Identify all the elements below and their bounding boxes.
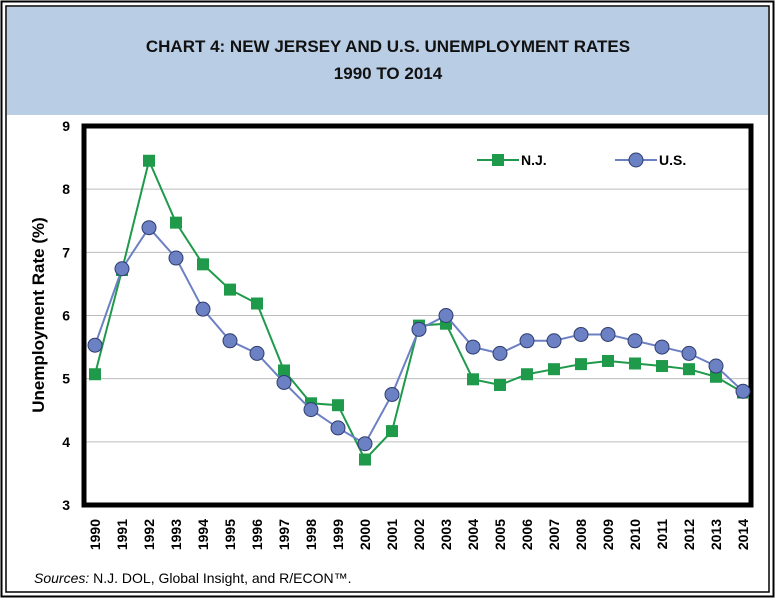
point: [303, 402, 319, 418]
x-tick-label: 2014: [735, 519, 751, 550]
y-tick-label: 8: [62, 181, 70, 197]
x-tick-label: 2010: [627, 519, 643, 550]
point: [710, 370, 722, 383]
x-tick-label: 2002: [411, 519, 427, 550]
point: [708, 358, 724, 374]
x-tick-label: 1991: [114, 519, 130, 550]
source-label: Sources:: [34, 570, 89, 586]
point: [411, 321, 427, 337]
x-tick-label: 1994: [195, 519, 211, 550]
point: [548, 363, 560, 376]
point: [602, 354, 614, 367]
point: [249, 345, 265, 361]
series-line: [94, 157, 744, 462]
point: [384, 386, 400, 402]
y-tick-label: 4: [62, 434, 70, 450]
point: [494, 378, 506, 391]
y-tick-label: 5: [62, 371, 70, 387]
chart-subtitle: 1990 TO 2014: [334, 64, 443, 83]
point: [627, 333, 643, 349]
point: [438, 308, 454, 323]
point: [654, 339, 670, 355]
x-tick-label: 2013: [708, 519, 724, 550]
point: [224, 283, 236, 296]
x-tick-label: 2005: [492, 519, 508, 550]
x-tick-label: 2001: [384, 519, 400, 550]
inner-frame: [5, 5, 770, 593]
x-tick-label: 1996: [249, 519, 265, 550]
point: [683, 363, 695, 376]
legend-marker: [628, 152, 644, 168]
point: [170, 216, 182, 229]
point: [546, 333, 562, 349]
point: [330, 420, 346, 436]
point: [629, 357, 641, 370]
legend-label: N.J.: [521, 152, 547, 168]
source: Sources: N.J. DOL, Global Insight, and R…: [34, 570, 351, 586]
point: [573, 326, 589, 342]
x-tick-label: 1995: [222, 519, 238, 550]
plot-frame: [81, 123, 754, 508]
point: [197, 258, 209, 271]
x-tick-label: 2006: [519, 519, 535, 550]
point: [251, 297, 263, 310]
point: [467, 373, 479, 386]
y-tick-label: 7: [62, 244, 70, 260]
x-tick-label: 1998: [303, 519, 319, 550]
point: [656, 360, 668, 373]
point: [143, 154, 155, 167]
point: [278, 364, 290, 377]
point: [87, 337, 103, 353]
x-tick-label: 2007: [546, 519, 562, 550]
x-tick-label: 1992: [141, 519, 157, 550]
source-text: N.J. DOL, Global Insight, and R/ECON™.: [93, 570, 351, 586]
y-tick-label: 6: [62, 308, 70, 324]
x-tick-label: 2004: [465, 519, 481, 550]
point: [276, 374, 292, 390]
point: [465, 339, 481, 355]
point: [357, 436, 373, 452]
point: [195, 301, 211, 317]
point: [575, 358, 587, 371]
point: [600, 326, 616, 342]
title-band: [7, 7, 768, 115]
point: [521, 368, 533, 381]
x-tick-label: 1990: [87, 519, 103, 550]
point: [386, 425, 398, 438]
point: [114, 261, 130, 277]
legend-marker: [492, 154, 504, 166]
x-tick-label: 2011: [654, 519, 670, 550]
point: [735, 383, 751, 399]
x-tick-label: 1999: [330, 519, 346, 550]
x-tick-label: 2003: [438, 519, 454, 550]
legend-label: U.S.: [659, 152, 686, 168]
chart-title: CHART 4: NEW JERSEY AND U.S. UNEMPLOYMEN…: [146, 37, 630, 56]
x-tick-label: 2000: [357, 519, 373, 550]
point: [141, 220, 157, 236]
x-tick-label: 2008: [573, 519, 589, 550]
x-tick-label: 2012: [681, 519, 697, 550]
x-tick-label: 1993: [168, 519, 184, 550]
y-axis-label: Unemployment Rate (%): [29, 217, 48, 413]
point: [359, 453, 371, 466]
point: [492, 345, 508, 361]
point: [222, 333, 238, 349]
x-tick-label: 2009: [600, 519, 616, 550]
y-tick-label: 3: [62, 497, 70, 513]
x-tick-label: 1997: [276, 519, 292, 550]
point: [89, 368, 101, 381]
point: [168, 250, 184, 266]
point: [681, 345, 697, 361]
y-tick-label: 9: [62, 118, 70, 134]
point: [519, 333, 535, 349]
point: [332, 399, 344, 412]
